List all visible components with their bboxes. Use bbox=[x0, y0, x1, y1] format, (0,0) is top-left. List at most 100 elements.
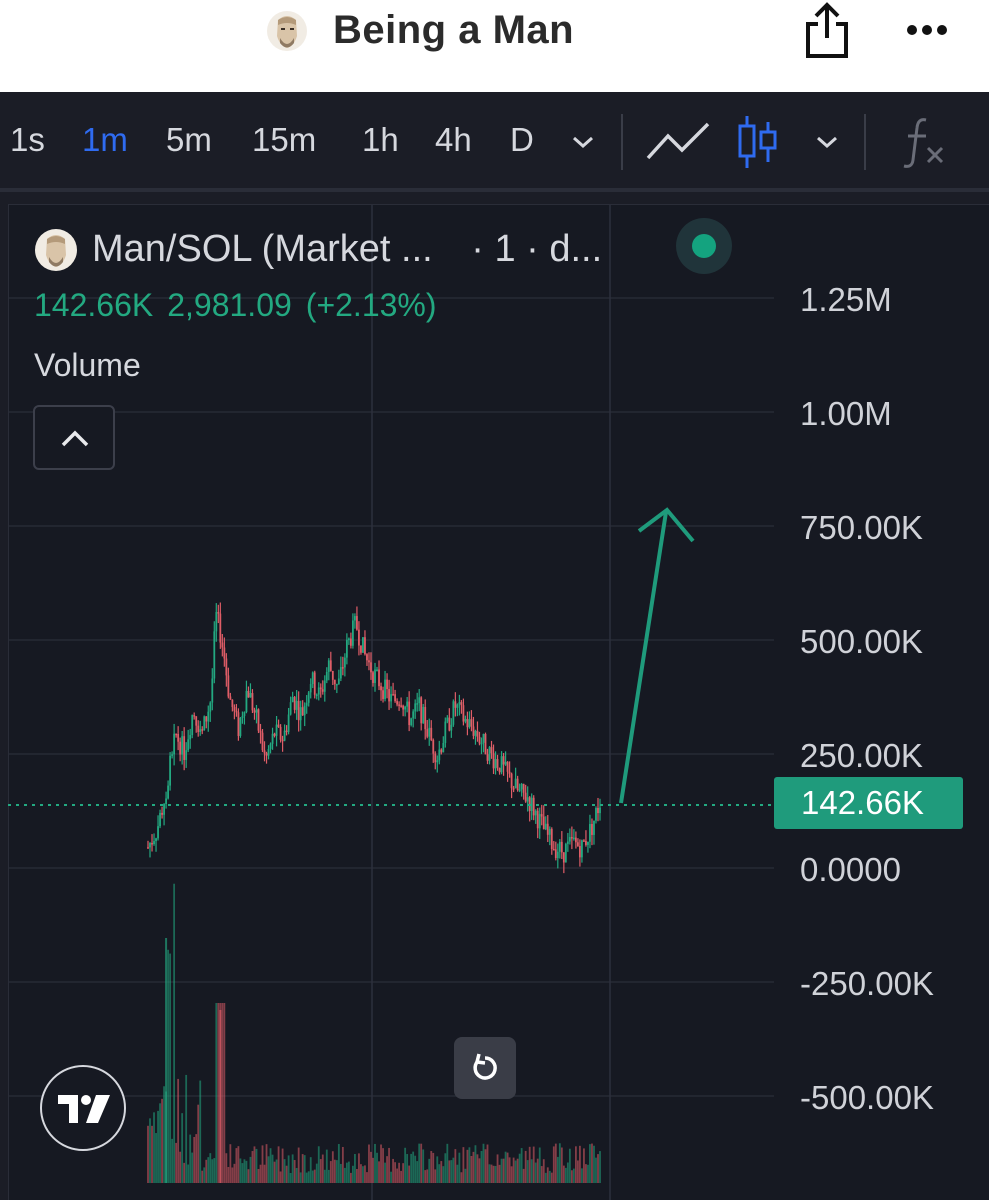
candle-body bbox=[516, 778, 519, 791]
candle-body bbox=[452, 701, 455, 725]
volume-bar bbox=[165, 938, 168, 1183]
volume-bar bbox=[488, 1164, 491, 1183]
tab-4h[interactable]: 4h bbox=[435, 121, 472, 158]
candle-body bbox=[352, 620, 354, 646]
candle-body bbox=[388, 689, 390, 702]
candle-body bbox=[392, 694, 394, 696]
candle-body bbox=[550, 829, 553, 849]
volume-bar bbox=[175, 1142, 178, 1183]
volume-bar bbox=[372, 1157, 374, 1183]
candle-body bbox=[522, 783, 525, 793]
candle-body bbox=[558, 841, 561, 852]
line-chart-icon[interactable] bbox=[646, 118, 710, 166]
last-price: 142.66K bbox=[34, 287, 154, 323]
candle-body bbox=[396, 701, 399, 705]
y-axis-tick: 0.0000 bbox=[800, 851, 901, 888]
candle-body bbox=[422, 706, 425, 724]
symbol-legend[interactable]: Man/SOL (Market ... · 1 · d... bbox=[92, 226, 602, 272]
volume-bar bbox=[436, 1156, 439, 1183]
volume-bar bbox=[269, 1148, 272, 1183]
candle-body bbox=[514, 778, 517, 789]
tab-15m[interactable]: 15m bbox=[252, 121, 317, 158]
candle-body bbox=[562, 852, 565, 863]
chart-pane[interactable] bbox=[8, 204, 989, 1200]
volume-bar bbox=[321, 1154, 324, 1183]
volume-bar bbox=[364, 1165, 366, 1183]
volume-bar bbox=[247, 1169, 250, 1183]
candle-body bbox=[313, 672, 316, 695]
chad-face-icon[interactable] bbox=[266, 10, 308, 52]
indicators-fx-icon[interactable] bbox=[900, 114, 950, 170]
candle-body bbox=[478, 736, 481, 744]
reset-chart-button[interactable] bbox=[454, 1037, 516, 1099]
volume-bar bbox=[474, 1145, 477, 1183]
volume-bar bbox=[327, 1169, 330, 1183]
volume-bar bbox=[524, 1150, 527, 1183]
chevron-down-icon[interactable] bbox=[812, 130, 842, 154]
volume-bar bbox=[392, 1158, 394, 1183]
candle-body bbox=[155, 838, 157, 842]
candle-body bbox=[360, 645, 362, 653]
pair-name: Man/SOL (Market ... bbox=[92, 228, 433, 270]
market-status-badge bbox=[676, 218, 732, 274]
volume-bar bbox=[291, 1154, 294, 1183]
volume-bar bbox=[540, 1166, 543, 1183]
volume-bar bbox=[380, 1144, 382, 1183]
chevron-down-icon[interactable] bbox=[568, 130, 598, 154]
volume-bar bbox=[462, 1147, 465, 1183]
volume-bar bbox=[568, 1148, 571, 1183]
toolbar-border bbox=[0, 188, 989, 192]
candle-body bbox=[412, 711, 415, 719]
volume-bar bbox=[215, 1003, 218, 1183]
tradingview-logo-icon[interactable] bbox=[40, 1065, 126, 1151]
volume-bar bbox=[382, 1148, 384, 1183]
collapse-legend-button[interactable] bbox=[33, 405, 115, 470]
candle-body bbox=[181, 736, 184, 755]
volume-bar bbox=[410, 1153, 413, 1183]
tab-1s[interactable]: 1s bbox=[10, 121, 45, 158]
tab-1m[interactable]: 1m bbox=[82, 121, 128, 158]
volume-bar bbox=[466, 1149, 469, 1183]
volume-bar bbox=[444, 1153, 447, 1183]
green-arrow-up-annotation bbox=[619, 507, 695, 804]
volume-bar bbox=[233, 1163, 236, 1183]
volume-bar bbox=[203, 1167, 206, 1183]
candle-body bbox=[277, 724, 280, 727]
candle-body bbox=[167, 785, 169, 799]
volume-bar bbox=[426, 1169, 429, 1183]
candle-body bbox=[460, 702, 463, 706]
candle-body bbox=[408, 701, 411, 726]
candlestick-icon[interactable] bbox=[736, 114, 780, 170]
candle-body bbox=[440, 749, 443, 753]
candle-body bbox=[530, 797, 533, 811]
volume-bar bbox=[406, 1154, 409, 1183]
volume-bar bbox=[520, 1148, 523, 1183]
more-dots-icon[interactable] bbox=[902, 10, 952, 50]
volume-bar bbox=[508, 1157, 511, 1183]
volume-bar bbox=[307, 1171, 310, 1183]
share-icon[interactable] bbox=[800, 0, 854, 60]
volume-bar bbox=[486, 1144, 489, 1183]
volume-bar bbox=[484, 1149, 487, 1183]
candle-body bbox=[378, 669, 380, 687]
volume-bar bbox=[556, 1156, 559, 1183]
candle-body bbox=[289, 702, 292, 715]
volume-bar bbox=[323, 1169, 326, 1183]
candle-body bbox=[568, 837, 571, 842]
candle-body bbox=[223, 647, 226, 659]
volume-bar bbox=[209, 1153, 212, 1183]
tab-1h[interactable]: 1h bbox=[362, 121, 399, 158]
candle-body bbox=[283, 730, 286, 741]
legend-values: 142.66K 2,981.09 (+2.13%) bbox=[34, 284, 451, 326]
candle-body bbox=[175, 733, 178, 736]
tab-5m[interactable]: 5m bbox=[166, 121, 212, 158]
volume-bar bbox=[550, 1172, 553, 1183]
candle-body bbox=[205, 716, 208, 722]
volume-bar bbox=[339, 1163, 342, 1183]
price-change: 2,981.09 bbox=[167, 287, 292, 323]
volume-bar bbox=[587, 1164, 589, 1183]
tab-daily[interactable]: D bbox=[510, 121, 534, 158]
candle-body bbox=[163, 804, 165, 815]
volume-bar bbox=[418, 1143, 421, 1183]
